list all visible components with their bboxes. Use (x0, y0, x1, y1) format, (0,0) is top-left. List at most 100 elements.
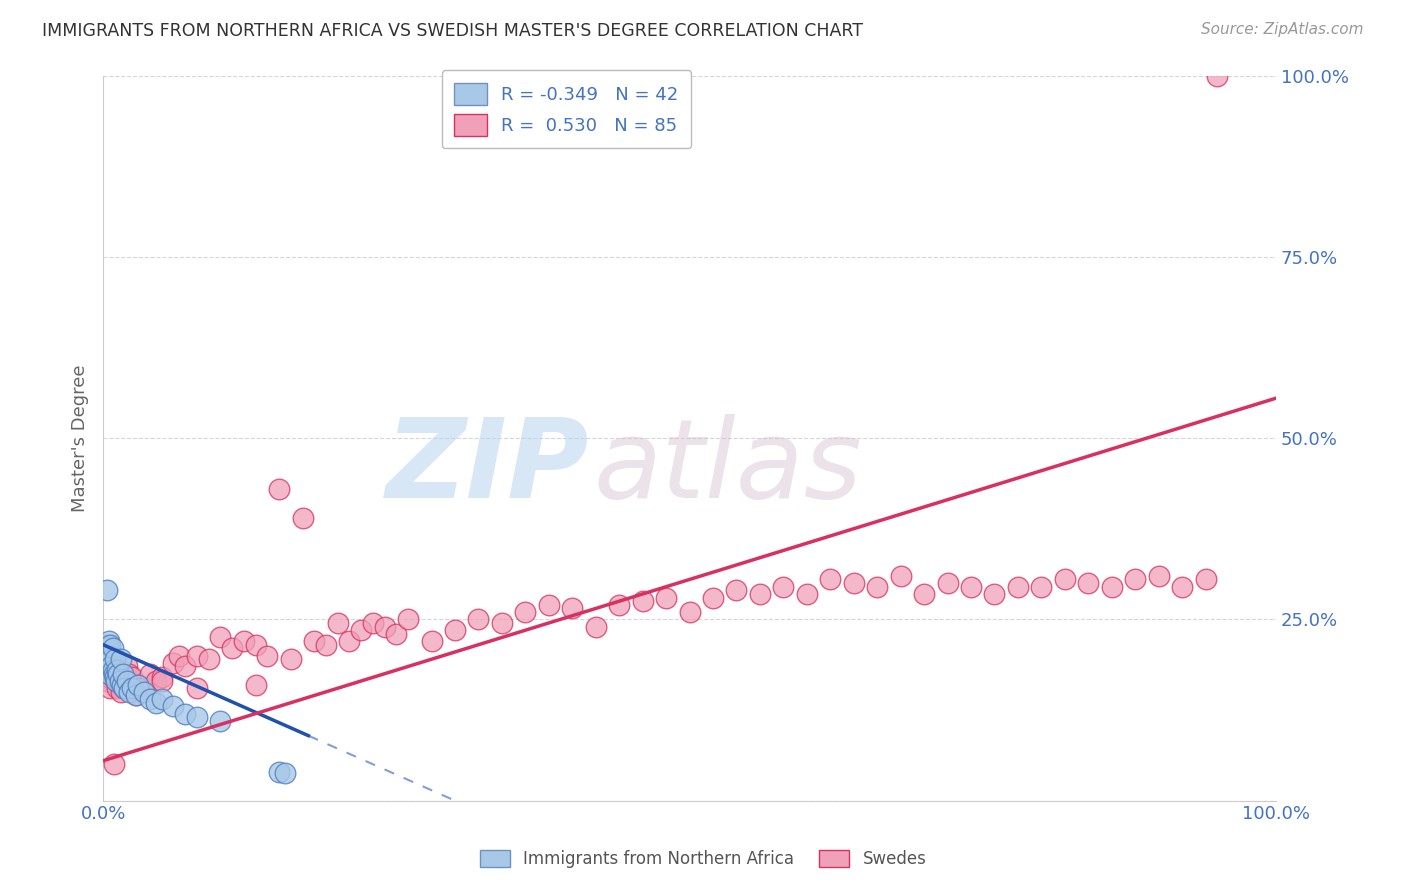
Point (145, 696, 167, 710)
Point (100, 652, 122, 666)
Point (105, 673, 128, 688)
Point (125, 689, 148, 703)
Point (339, 634, 361, 648)
Point (97, 645, 120, 659)
Point (1206, 69, 1229, 83)
Point (361, 615, 384, 630)
Point (97, 659, 120, 673)
Point (96, 673, 118, 688)
Point (280, 652, 302, 666)
Point (162, 656, 184, 670)
Point (150, 673, 173, 688)
Point (174, 706, 197, 721)
Point (110, 652, 132, 666)
Point (115, 673, 138, 688)
Point (118, 666, 141, 681)
Point (725, 583, 748, 598)
Point (150, 692, 173, 706)
Point (110, 685, 132, 699)
Point (100, 659, 122, 673)
Point (169, 648, 191, 663)
Point (94, 648, 117, 663)
Point (1053, 573, 1076, 587)
Point (101, 670, 124, 684)
Point (134, 681, 156, 696)
Point (105, 663, 128, 677)
Point (1007, 580, 1029, 594)
Point (209, 714, 232, 728)
Point (127, 677, 149, 691)
Point (561, 601, 583, 615)
Point (104, 666, 127, 681)
Point (103, 666, 125, 681)
Point (315, 638, 337, 652)
Point (385, 627, 408, 641)
Text: atlas: atlas (593, 414, 862, 521)
Point (104, 670, 127, 684)
Point (98, 681, 121, 696)
Point (326, 615, 349, 630)
Point (103, 757, 125, 772)
Point (125, 689, 148, 703)
Point (139, 692, 162, 706)
Point (127, 681, 149, 696)
Text: ZIP: ZIP (387, 414, 591, 521)
Point (111, 677, 134, 691)
Point (134, 685, 156, 699)
Point (1077, 576, 1099, 591)
Point (772, 580, 794, 594)
Point (444, 624, 467, 638)
Point (105, 681, 128, 696)
Point (98, 634, 121, 648)
Point (232, 634, 254, 648)
Point (1123, 573, 1146, 587)
Point (702, 591, 724, 605)
Point (139, 666, 162, 681)
Point (145, 673, 167, 688)
Point (515, 605, 537, 619)
Point (96, 583, 118, 598)
Point (491, 615, 513, 630)
Point (100, 659, 122, 673)
Point (1101, 580, 1123, 594)
Point (98, 638, 121, 652)
Point (98, 656, 121, 670)
Point (350, 624, 373, 638)
Point (866, 580, 889, 594)
Point (245, 638, 267, 652)
Point (267, 482, 290, 496)
Point (108, 673, 131, 688)
Point (121, 670, 143, 684)
Point (98, 666, 121, 681)
Point (101, 663, 124, 677)
Point (150, 670, 173, 684)
Point (112, 681, 135, 696)
Point (221, 641, 243, 656)
Point (107, 666, 129, 681)
Point (1031, 580, 1053, 594)
Point (396, 612, 419, 626)
Point (274, 766, 297, 780)
Point (197, 652, 219, 666)
Point (105, 673, 128, 688)
Point (115, 659, 138, 673)
Point (127, 677, 149, 691)
Point (186, 681, 208, 696)
Point (960, 580, 983, 594)
Point (267, 764, 290, 779)
Point (678, 605, 700, 619)
Point (607, 598, 630, 612)
Y-axis label: Master's Degree: Master's Degree (72, 364, 89, 512)
Point (420, 634, 443, 648)
Point (121, 681, 143, 696)
Point (112, 673, 135, 688)
Point (912, 587, 935, 601)
Point (112, 666, 135, 681)
Point (111, 666, 134, 681)
Point (209, 631, 232, 645)
Point (104, 652, 127, 666)
Point (467, 612, 489, 626)
Point (748, 587, 770, 601)
Point (186, 648, 208, 663)
Legend: Immigrants from Northern Africa, Swedes: Immigrants from Northern Africa, Swedes (472, 843, 934, 875)
